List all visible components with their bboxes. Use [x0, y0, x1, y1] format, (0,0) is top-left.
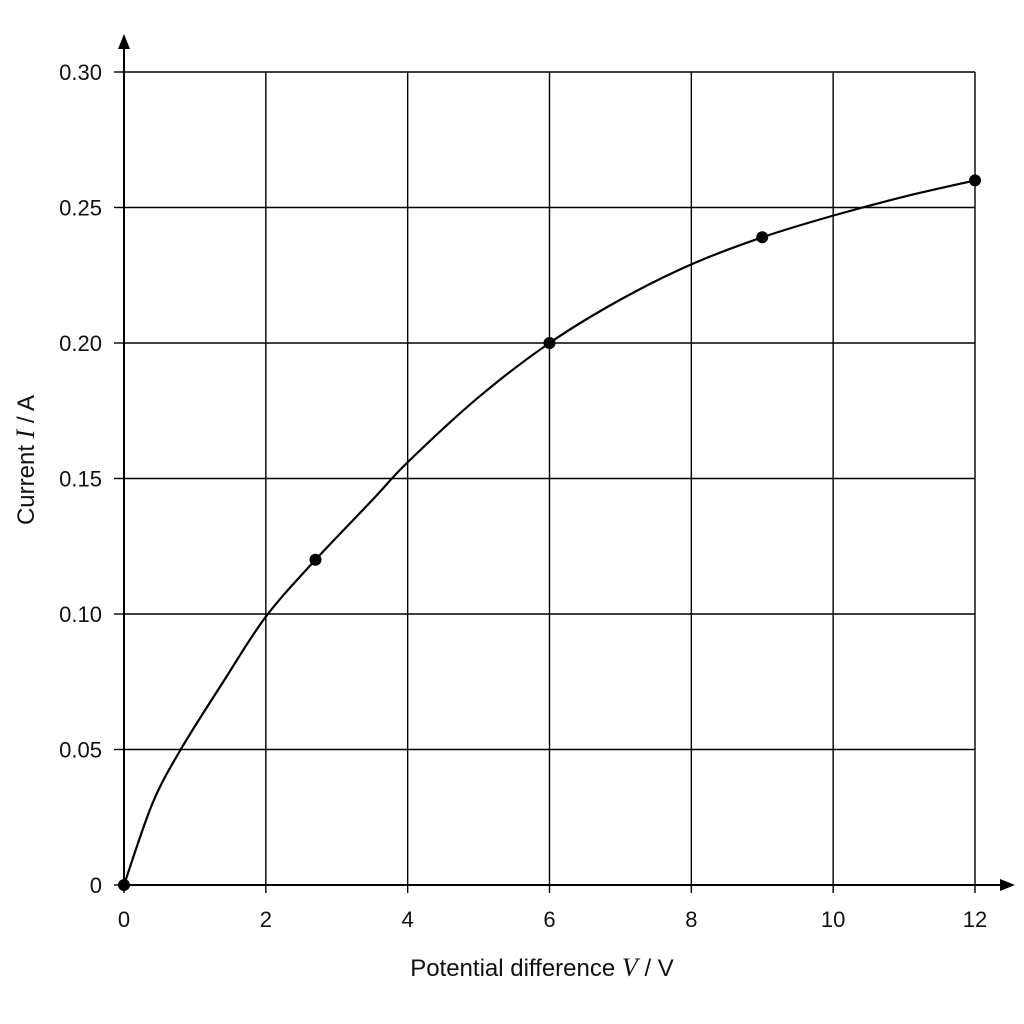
data-point-2 [543, 337, 556, 349]
x-tick-label: 12 [963, 907, 987, 932]
x-axis-title-symbol: V [622, 953, 641, 982]
y-tick-label: 0.10 [59, 602, 102, 627]
data-point-0 [118, 879, 130, 891]
y-tick-label: 0.20 [59, 331, 102, 356]
grid [124, 71, 976, 885]
x-tick-label: 10 [821, 907, 845, 932]
y-tick-label: 0 [90, 873, 102, 898]
axes [118, 34, 1015, 891]
y-tick-label: 0.30 [59, 60, 102, 85]
y-tick-label: 0.15 [59, 467, 102, 492]
data-point-4 [969, 174, 981, 187]
data-point-3 [756, 231, 769, 244]
y-axis-title-prefix: Current [13, 438, 40, 525]
y-tick-label: 0.25 [59, 196, 102, 221]
x-axis-title-suffix: / V [638, 955, 674, 982]
x-tick-label: 2 [260, 907, 272, 932]
tick-labels: 0 2 4 6 8 10 12 0 0.05 0.10 0.15 0.20 0.25 0.30 [59, 60, 987, 932]
y-axis-title-symbol: I [11, 428, 40, 439]
y-axis-title-suffix: / A [13, 395, 40, 430]
y-axis-arrowhead [118, 34, 130, 49]
x-axis-title-prefix: Potential difference [410, 955, 622, 982]
x-tick-label: 4 [402, 907, 414, 932]
x-axis-title: Potential difference V / V [410, 953, 674, 982]
x-tick-label: 0 [118, 907, 130, 932]
x-tick-label: 8 [685, 907, 697, 932]
x-tick-label: 6 [543, 907, 555, 932]
data-points [118, 174, 981, 891]
fit-curve-0 [122, 179, 976, 886]
y-tick-label: 0.05 [59, 738, 102, 763]
x-axis-arrowhead [1000, 879, 1015, 891]
data-point-1 [309, 553, 322, 566]
fit-curve-layer [122, 179, 976, 886]
y-axis-title: Current I / A [11, 395, 40, 525]
